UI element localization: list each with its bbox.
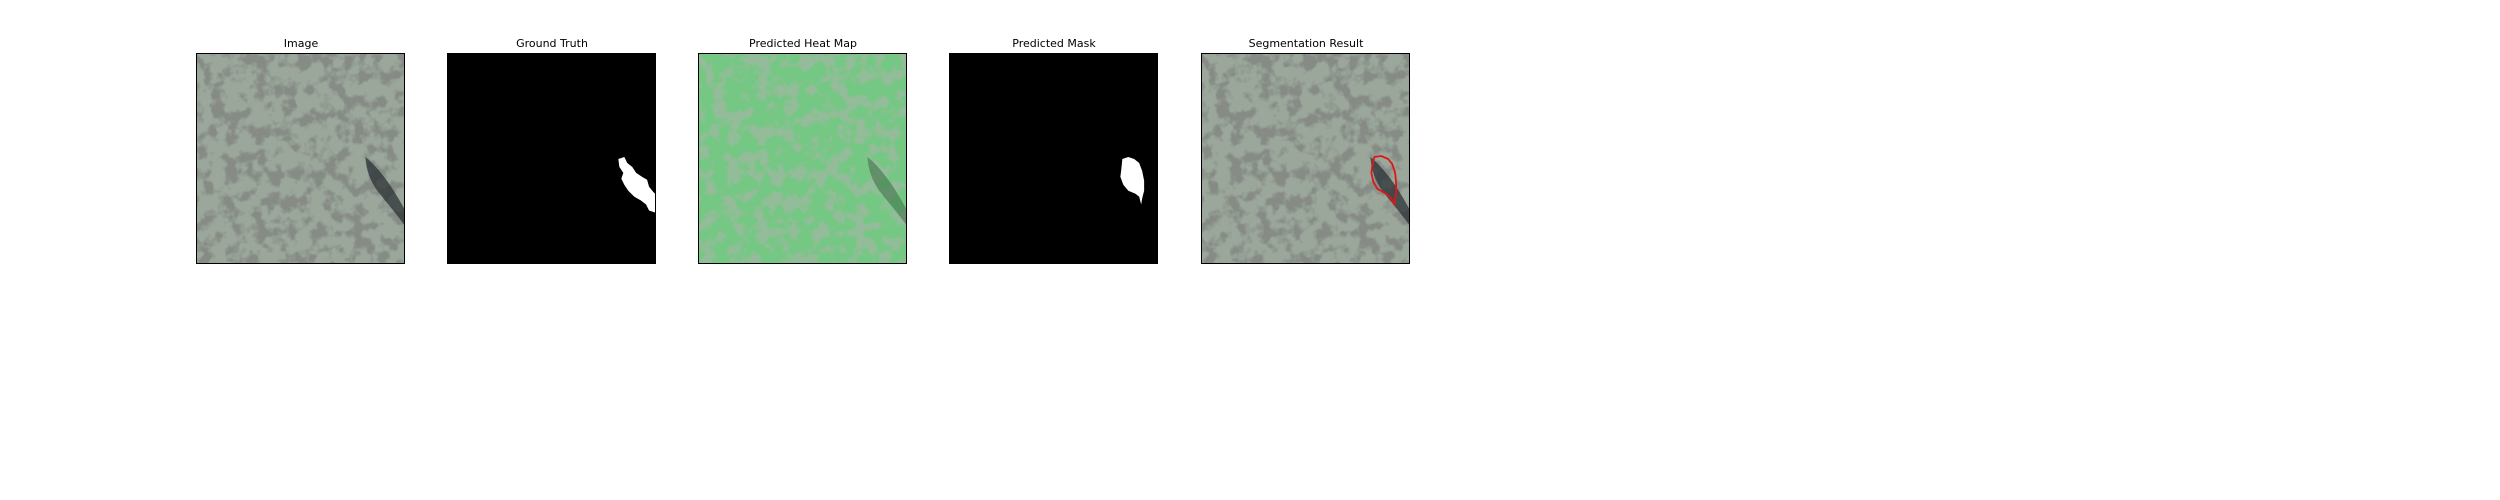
heat-map-overlay xyxy=(699,54,906,263)
predicted-region xyxy=(1120,157,1145,205)
heat-map-panel xyxy=(698,53,907,264)
segmentation-result-panel xyxy=(1201,53,1410,264)
texture-photo xyxy=(197,54,404,263)
image-panel xyxy=(196,53,405,264)
ground-truth-region xyxy=(618,157,655,213)
segmentation-overlay xyxy=(1202,54,1409,263)
predicted-mask xyxy=(950,54,1157,263)
panel-title-segmentation-result: Segmentation Result xyxy=(1248,37,1364,50)
panel-title-predicted-mask: Predicted Mask xyxy=(1012,37,1096,50)
panel-title-image: Image xyxy=(283,37,319,50)
red-contour xyxy=(1370,155,1398,206)
defect-region xyxy=(365,157,404,225)
ground-truth-mask xyxy=(448,54,655,263)
ground-truth-panel xyxy=(447,53,656,264)
panel-title-heat-map: Predicted Heat Map xyxy=(749,37,857,50)
panel-title-ground-truth: Ground Truth xyxy=(516,37,588,50)
predicted-mask-panel xyxy=(949,53,1158,264)
